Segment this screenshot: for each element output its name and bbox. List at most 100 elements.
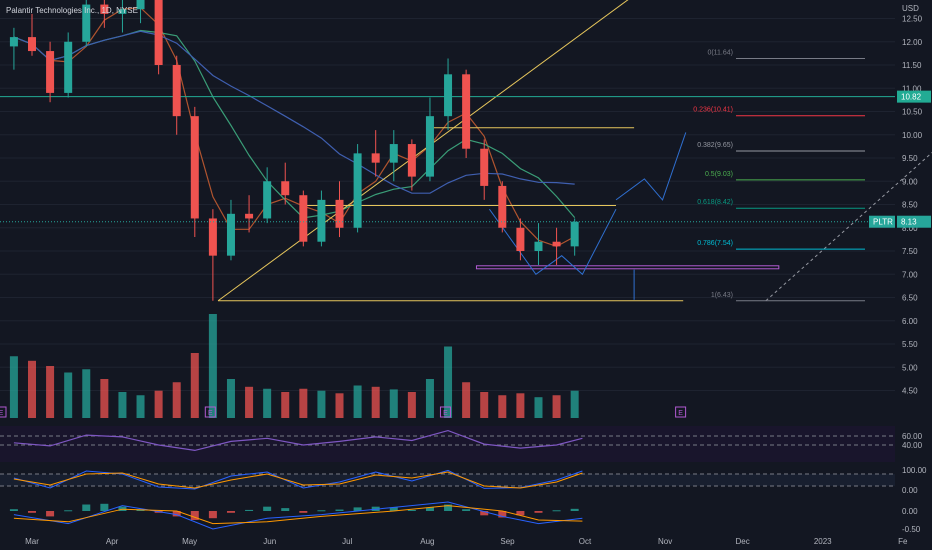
candle-body	[570, 221, 579, 247]
candlestick-series[interactable]	[9, 0, 579, 301]
volume-bar	[317, 390, 326, 418]
volume-bar	[100, 379, 109, 418]
candle-body	[281, 181, 290, 196]
macd-histogram-bar	[100, 503, 109, 511]
candle-body	[100, 4, 109, 14]
macd-signal-line	[13, 505, 583, 525]
level-badge-value: 10.82	[901, 93, 922, 102]
fib-level-label: 1(6.43)	[711, 292, 733, 299]
macd-histogram-bar	[534, 511, 543, 513]
rsi-band	[0, 426, 895, 462]
candle-body	[444, 74, 453, 117]
time-tick-label: Jun	[263, 537, 276, 546]
ticker-badge-label: PLTR	[873, 218, 893, 227]
macd-histogram-bar	[82, 504, 91, 511]
time-tick-label: Mar	[25, 537, 39, 546]
macd-histogram-bar	[46, 511, 55, 517]
candle-body	[154, 0, 163, 66]
stoch-tick-label: 0.00	[902, 486, 918, 495]
price-tick-label: 5.00	[902, 363, 918, 372]
volume-bar	[444, 346, 453, 418]
candle-body	[46, 51, 55, 93]
stochastic-pane: 100.00 0.00	[0, 466, 927, 495]
candle-body	[425, 116, 434, 177]
ticker-badge	[869, 215, 895, 228]
macd-histogram-bar	[190, 511, 199, 520]
price-tick-label: 10.00	[902, 131, 923, 140]
sma-long-line	[13, 30, 575, 194]
candle-body	[480, 148, 489, 186]
volume-bar	[425, 379, 434, 418]
macd-histogram-bar	[425, 507, 434, 511]
earnings-marker	[439, 406, 451, 418]
earnings-marker-label: E	[443, 410, 448, 417]
volume-bar	[118, 392, 127, 418]
time-axis[interactable]: Mar Apr May Jun Jul Aug Sep Oct Nov Dec 2023 Fe	[25, 537, 908, 546]
volume-bar	[480, 392, 489, 418]
earnings-marker-label: E	[678, 410, 683, 417]
sma-line	[13, 29, 576, 219]
projection-path	[615, 132, 687, 201]
candle-body	[245, 213, 254, 219]
time-tick-label: May	[182, 537, 197, 546]
volume-bar	[299, 388, 308, 418]
macd-histogram-bar	[389, 507, 398, 511]
candle-body	[263, 181, 272, 219]
price-tick-label: 4.50	[902, 387, 918, 396]
macd-histogram-bar	[552, 510, 561, 512]
macd-tick-label: -0.50	[902, 525, 921, 534]
macd-histogram-bar	[281, 508, 290, 511]
price-tick-label: 11.00	[902, 84, 922, 93]
candle-body	[462, 74, 471, 149]
candle-body	[172, 65, 181, 117]
volume-bar	[570, 390, 579, 418]
macd-histogram-bar	[28, 511, 36, 513]
earnings-marker-label: E	[208, 410, 213, 417]
fib-level-label: 0.5(9.03)	[705, 171, 733, 178]
volume-bar	[172, 382, 181, 418]
volume-bar	[263, 388, 272, 418]
price-tick-label: 5.50	[902, 340, 918, 349]
volume-bar	[190, 353, 199, 418]
macd-histogram-bar	[9, 509, 18, 511]
candle-body	[226, 213, 235, 256]
price-tick-label: 9.50	[902, 154, 918, 163]
candle-body	[64, 41, 73, 93]
candle-body	[371, 153, 380, 163]
time-tick-label: Apr	[106, 537, 119, 546]
macd-histogram-bar	[172, 511, 181, 517]
time-tick-label: Sep	[500, 537, 515, 546]
price-tick-label: 6.00	[902, 317, 918, 326]
volume-bar	[534, 397, 543, 418]
candle-body	[389, 144, 398, 163]
stoch-tick-label: 100.00	[902, 466, 927, 475]
macd-histogram-bar	[317, 510, 326, 512]
macd-histogram-bar	[498, 511, 507, 518]
price-tick-label: 12.50	[902, 15, 923, 24]
macd-histogram-bar	[516, 511, 525, 516]
macd-histogram-bar	[299, 511, 308, 513]
macd-histogram-bar	[64, 510, 73, 512]
macd-histogram-bar	[245, 509, 254, 511]
candle-body	[82, 4, 91, 42]
last-price-value: 8.13	[901, 218, 917, 227]
fib-level-label: 0.786(7.54)	[697, 240, 733, 247]
rsi-line	[13, 429, 583, 452]
fib-level-label: 0.236(10.41)	[693, 107, 733, 114]
price-tick-label: 9.00	[902, 177, 918, 186]
price-tick-label: 8.00	[902, 224, 918, 233]
stoch-band	[0, 474, 895, 486]
level-badge	[897, 90, 931, 103]
earnings-marker	[204, 406, 216, 418]
macd-histogram-bar	[208, 511, 217, 519]
macd-histogram-bar	[444, 504, 453, 511]
candle-body	[335, 199, 344, 228]
fib-level-label: 0.382(9.65)	[697, 142, 733, 149]
macd-histogram-bar	[353, 507, 362, 511]
price-axis[interactable]: 12.50 12.00 11.50 11.00 10.50 10.00 9.50 9.00 8.…	[0, 15, 931, 396]
time-tick-label: Nov	[658, 537, 672, 546]
volume-bar	[353, 385, 362, 418]
last-price-badge	[897, 215, 931, 228]
